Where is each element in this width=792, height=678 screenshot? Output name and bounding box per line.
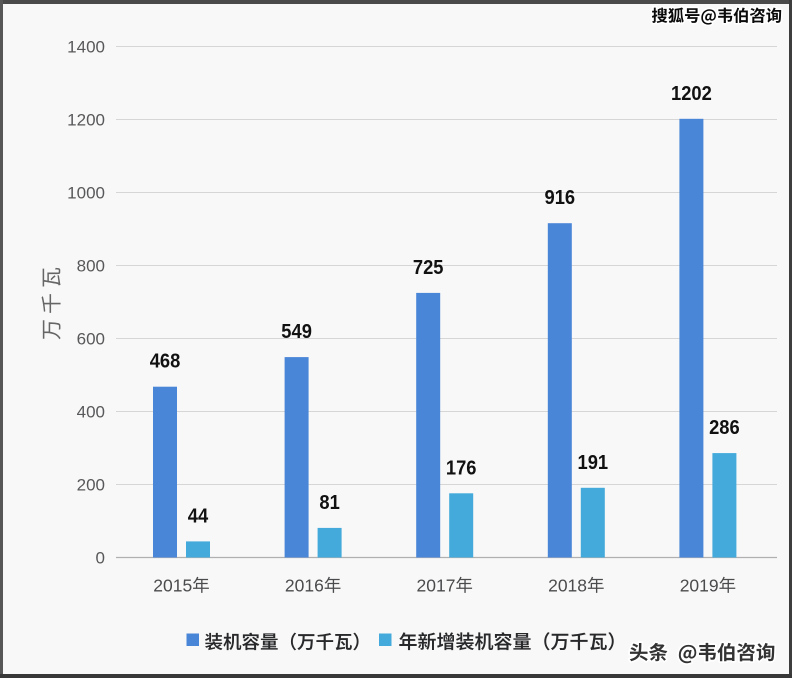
- svg-text:0: 0: [96, 549, 105, 568]
- svg-text:191: 191: [578, 452, 609, 474]
- svg-text:1200: 1200: [67, 111, 105, 130]
- svg-text:549: 549: [281, 321, 312, 343]
- svg-text:916: 916: [545, 187, 576, 209]
- svg-text:2017: 2017: [417, 576, 456, 596]
- svg-text:44: 44: [188, 505, 209, 527]
- svg-text:200: 200: [77, 476, 105, 495]
- svg-text:2019: 2019: [680, 576, 719, 596]
- svg-text:2016: 2016: [285, 576, 324, 596]
- svg-text:1400: 1400: [67, 38, 105, 57]
- svg-text:725: 725: [413, 257, 444, 279]
- svg-text:1202: 1202: [671, 83, 712, 105]
- svg-text:800: 800: [77, 257, 105, 276]
- svg-text:81: 81: [319, 492, 339, 514]
- svg-text:600: 600: [77, 330, 105, 349]
- svg-text:1000: 1000: [67, 184, 105, 203]
- svg-text:468: 468: [150, 351, 181, 373]
- svg-text:2018: 2018: [548, 576, 587, 596]
- svg-text:176: 176: [446, 457, 477, 479]
- svg-text:286: 286: [709, 417, 740, 439]
- svg-text:400: 400: [77, 403, 105, 422]
- svg-text:2015: 2015: [153, 576, 192, 596]
